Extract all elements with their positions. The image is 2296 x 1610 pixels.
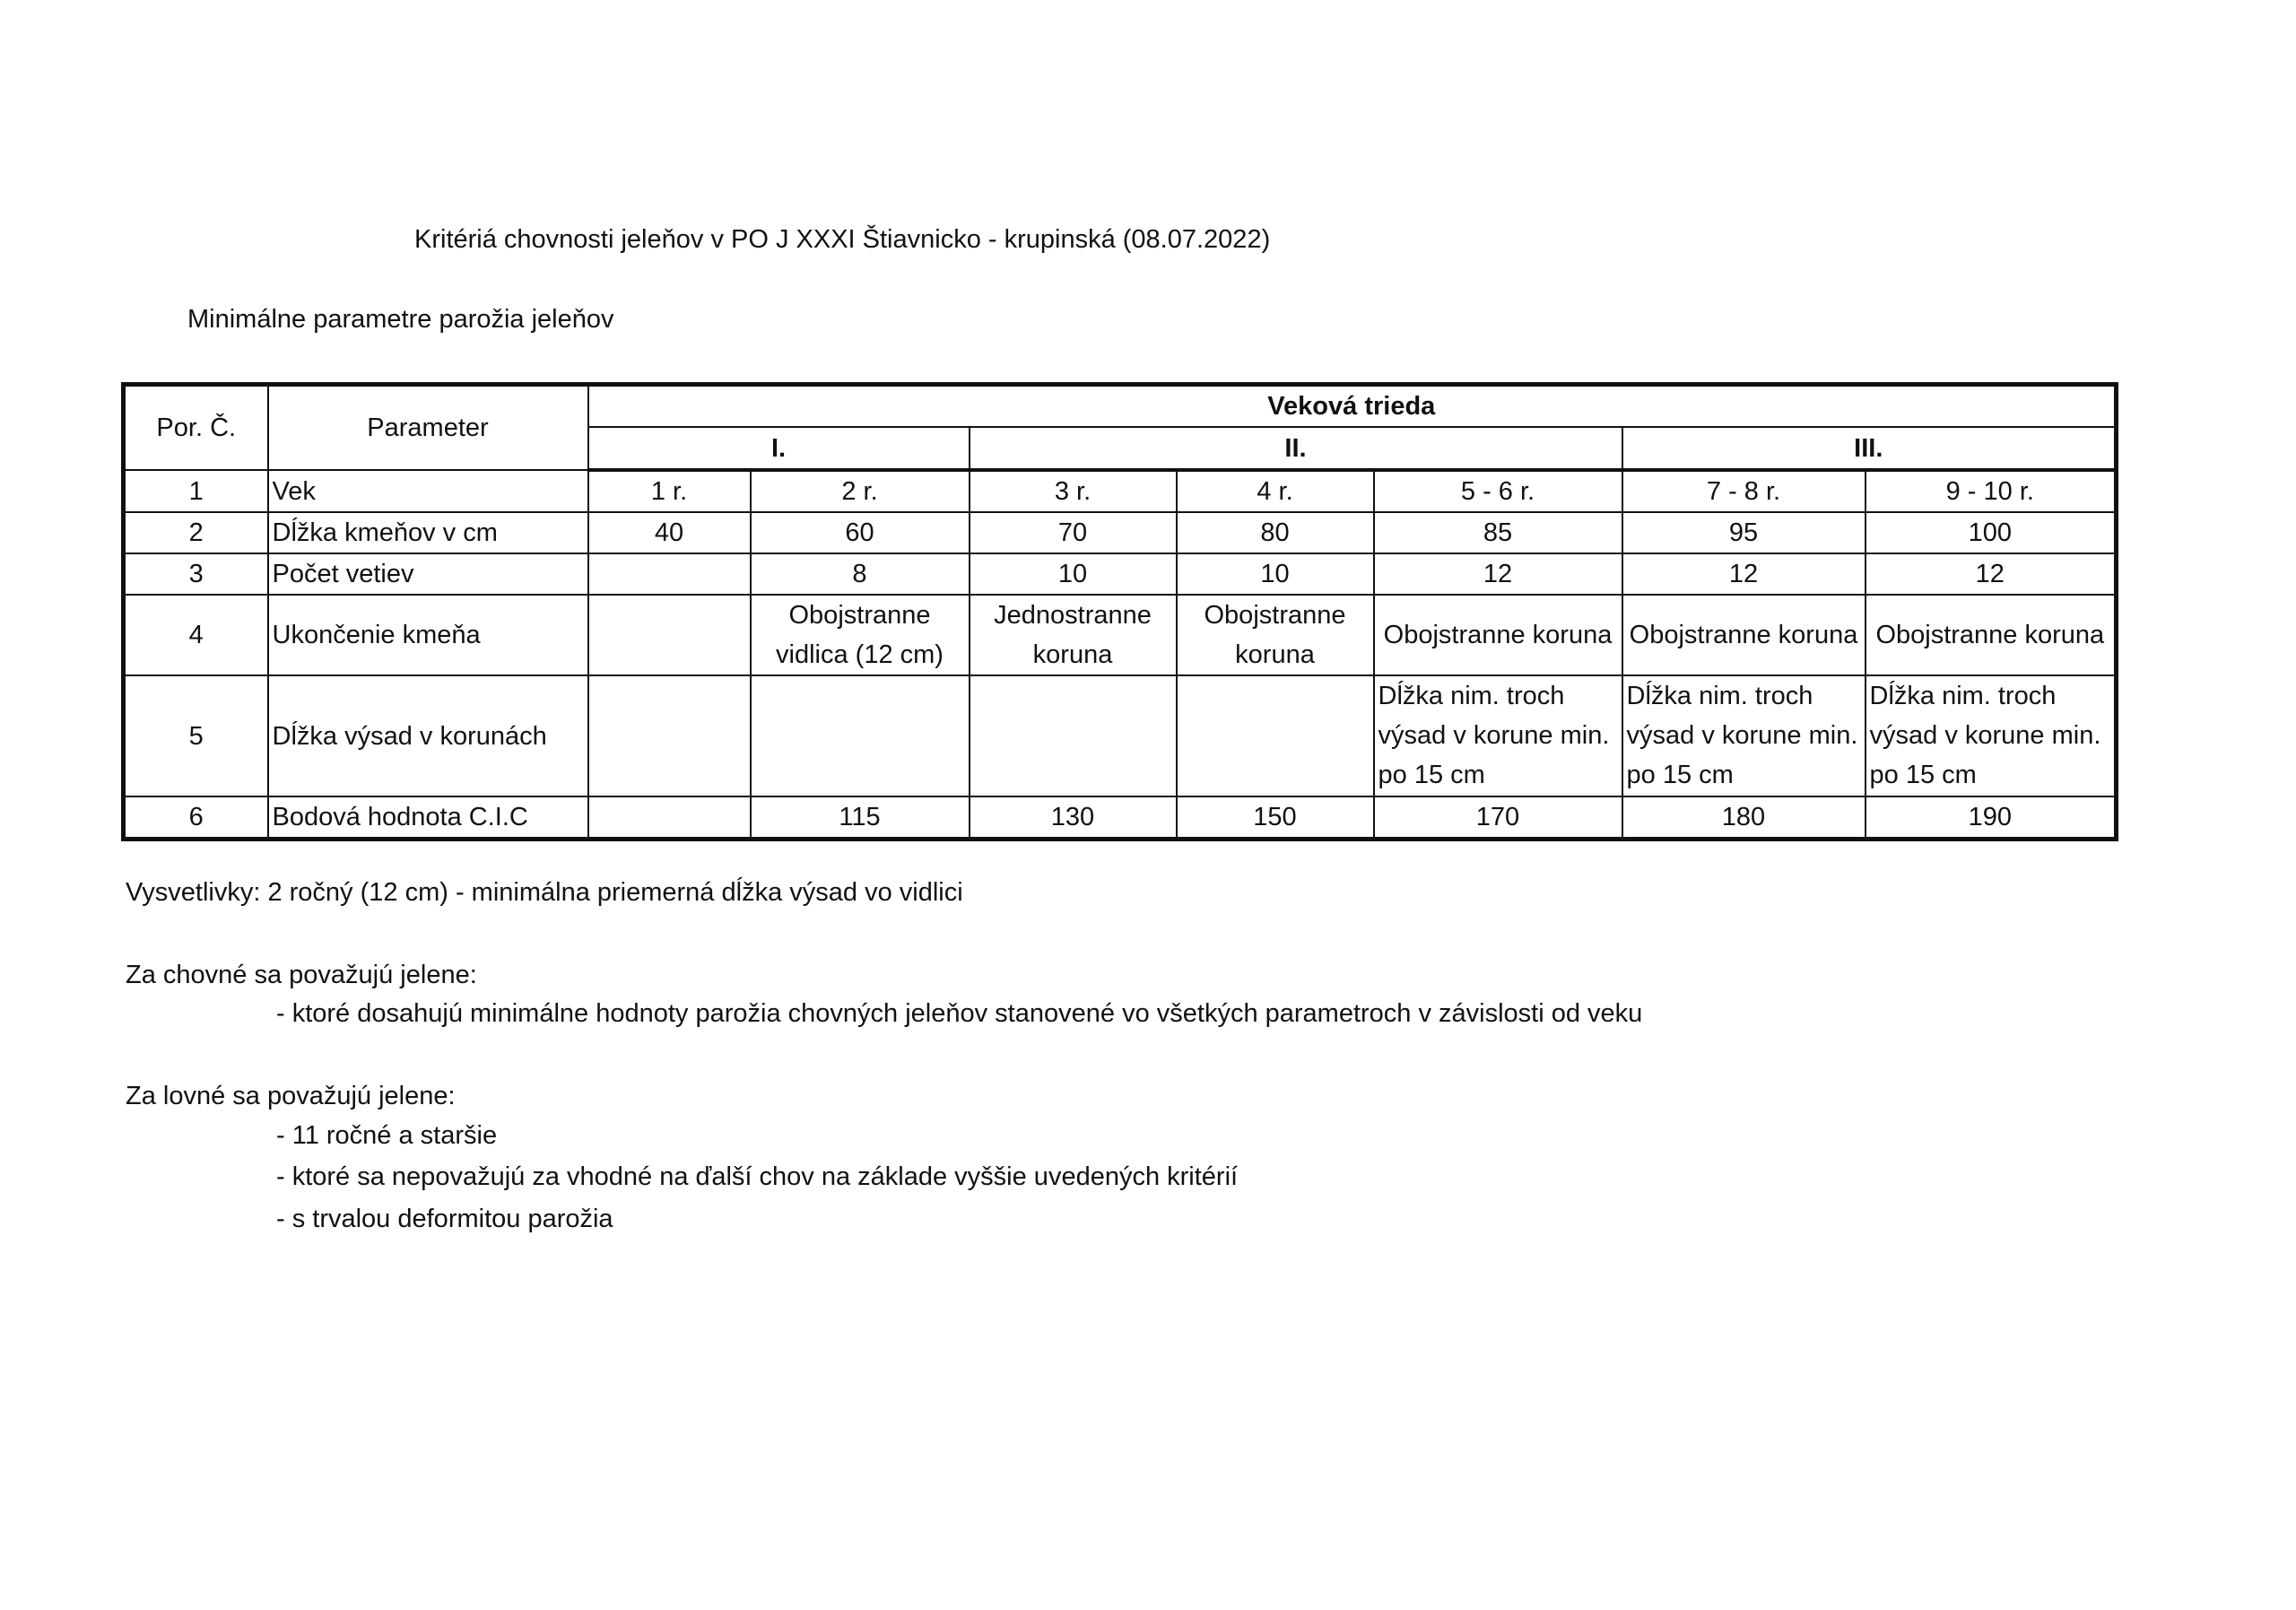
row-cell: 85 bbox=[1372, 511, 1623, 554]
row-cell: 3 r. bbox=[968, 469, 1178, 513]
legend-note: Vysvetlivky: 2 ročný (12 cm) - minimálna… bbox=[126, 878, 963, 907]
row-cell: 100 bbox=[1864, 511, 2118, 554]
row-cell: 5 - 6 r. bbox=[1372, 469, 1623, 513]
row-cell: Obojstranne koruna bbox=[1864, 594, 2118, 676]
row-cell: 95 bbox=[1621, 511, 1866, 554]
criteria-table: Por. Č. Parameter Veková trieda I. II. I… bbox=[121, 382, 2119, 841]
row-cell: 10 bbox=[968, 553, 1178, 596]
row-cell: Dĺžka nim. troch výsad v korune min. po … bbox=[1621, 674, 1866, 797]
row-cell bbox=[587, 796, 752, 840]
row-parameter: Vek bbox=[266, 469, 589, 513]
row-cell: 12 bbox=[1621, 553, 1866, 596]
table-row: 1 Vek 1 r. 2 r. 3 r. 4 r. 5 - 6 r. 7 - 8 r. 9 - … bbox=[122, 469, 2118, 513]
row-cell: 115 bbox=[749, 796, 970, 840]
row-cell: 10 bbox=[1175, 553, 1375, 596]
row-cell: 2 r. bbox=[749, 469, 970, 513]
hunting-item: - s trvalou deformitou parožia bbox=[276, 1205, 613, 1233]
row-cell: 180 bbox=[1621, 796, 1866, 840]
row-cell bbox=[1175, 674, 1375, 797]
row-cell: 130 bbox=[968, 796, 1178, 840]
row-cell: Jednostranne koruna bbox=[968, 594, 1178, 676]
hunting-item: - ktoré sa nepovažujú za vhodné na ďalší… bbox=[276, 1162, 1239, 1191]
row-cell bbox=[587, 674, 752, 797]
document-title: Kritériá chovnosti jeleňov v PO J XXXI Š… bbox=[414, 225, 1271, 254]
row-cell: Dĺžka nim. troch výsad v korune min. po … bbox=[1372, 674, 1623, 797]
header-por: Por. Č. bbox=[122, 383, 269, 471]
row-cell: 150 bbox=[1175, 796, 1375, 840]
row-parameter: Dĺžka výsad v korunách bbox=[266, 674, 589, 797]
row-parameter: Dĺžka kmeňov v cm bbox=[266, 511, 589, 554]
row-cell: 4 r. bbox=[1175, 469, 1375, 513]
breeding-heading: Za chovné sa považujú jelene: bbox=[126, 961, 477, 989]
row-number: 2 bbox=[122, 511, 269, 554]
table-row: 3 Počet vetiev 8 10 10 12 12 12 bbox=[122, 553, 2118, 596]
header-age-class: Veková trieda bbox=[587, 383, 2118, 428]
row-cell: 40 bbox=[587, 511, 752, 554]
row-number: 3 bbox=[122, 553, 269, 596]
row-parameter: Bodová hodnota C.I.C bbox=[266, 796, 589, 840]
table-row: 4 Ukončenie kmeňa Obojstranne vidlica (12 … bbox=[122, 594, 2118, 676]
row-cell: Obojstranne vidlica (12 cm) bbox=[749, 594, 970, 676]
header-class-1: I. bbox=[587, 426, 970, 472]
row-cell: Dĺžka nim. troch výsad v korune min. po … bbox=[1864, 674, 2118, 797]
header-class-3: III. bbox=[1621, 426, 2118, 472]
row-parameter: Ukončenie kmeňa bbox=[266, 594, 589, 676]
row-cell: Obojstranne koruna bbox=[1175, 594, 1375, 676]
row-parameter: Počet vetiev bbox=[266, 553, 589, 596]
row-number: 1 bbox=[122, 469, 269, 513]
row-cell: 70 bbox=[968, 511, 1178, 554]
row-cell: 9 - 10 r. bbox=[1864, 469, 2118, 513]
header-parameter: Parameter bbox=[266, 383, 589, 471]
hunting-heading: Za lovné sa považujú jelene: bbox=[126, 1082, 456, 1110]
row-cell: 7 - 8 r. bbox=[1621, 469, 1866, 513]
row-cell: Obojstranne koruna bbox=[1621, 594, 1866, 676]
table-row: 2 Dĺžka kmeňov v cm 40 60 70 80 85 95 100 bbox=[122, 511, 2118, 554]
row-cell: 12 bbox=[1372, 553, 1623, 596]
row-cell bbox=[587, 553, 752, 596]
row-cell bbox=[968, 674, 1178, 797]
table-row: 6 Bodová hodnota C.I.C 115 130 150 170 180 190 bbox=[122, 796, 2118, 840]
row-cell: 190 bbox=[1864, 796, 2118, 840]
row-number: 5 bbox=[122, 674, 269, 797]
row-cell: 60 bbox=[749, 511, 970, 554]
header-class-2: II. bbox=[968, 426, 1623, 472]
row-cell: 12 bbox=[1864, 553, 2118, 596]
row-cell: 170 bbox=[1372, 796, 1623, 840]
table-caption: Minimálne parametre parožia jeleňov bbox=[187, 305, 614, 334]
row-number: 6 bbox=[122, 796, 269, 840]
row-cell bbox=[587, 594, 752, 676]
table-row: 5 Dĺžka výsad v korunách Dĺžka nim. troch … bbox=[122, 674, 2118, 797]
breeding-item: - ktoré dosahujú minimálne hodnoty parož… bbox=[276, 999, 1643, 1028]
row-cell: 8 bbox=[749, 553, 970, 596]
row-cell: 1 r. bbox=[587, 469, 752, 513]
row-cell: Obojstranne koruna bbox=[1372, 594, 1623, 676]
row-cell bbox=[749, 674, 970, 797]
hunting-item: - 11 ročné a staršie bbox=[276, 1121, 498, 1150]
row-cell: 80 bbox=[1175, 511, 1375, 554]
row-number: 4 bbox=[122, 594, 269, 676]
